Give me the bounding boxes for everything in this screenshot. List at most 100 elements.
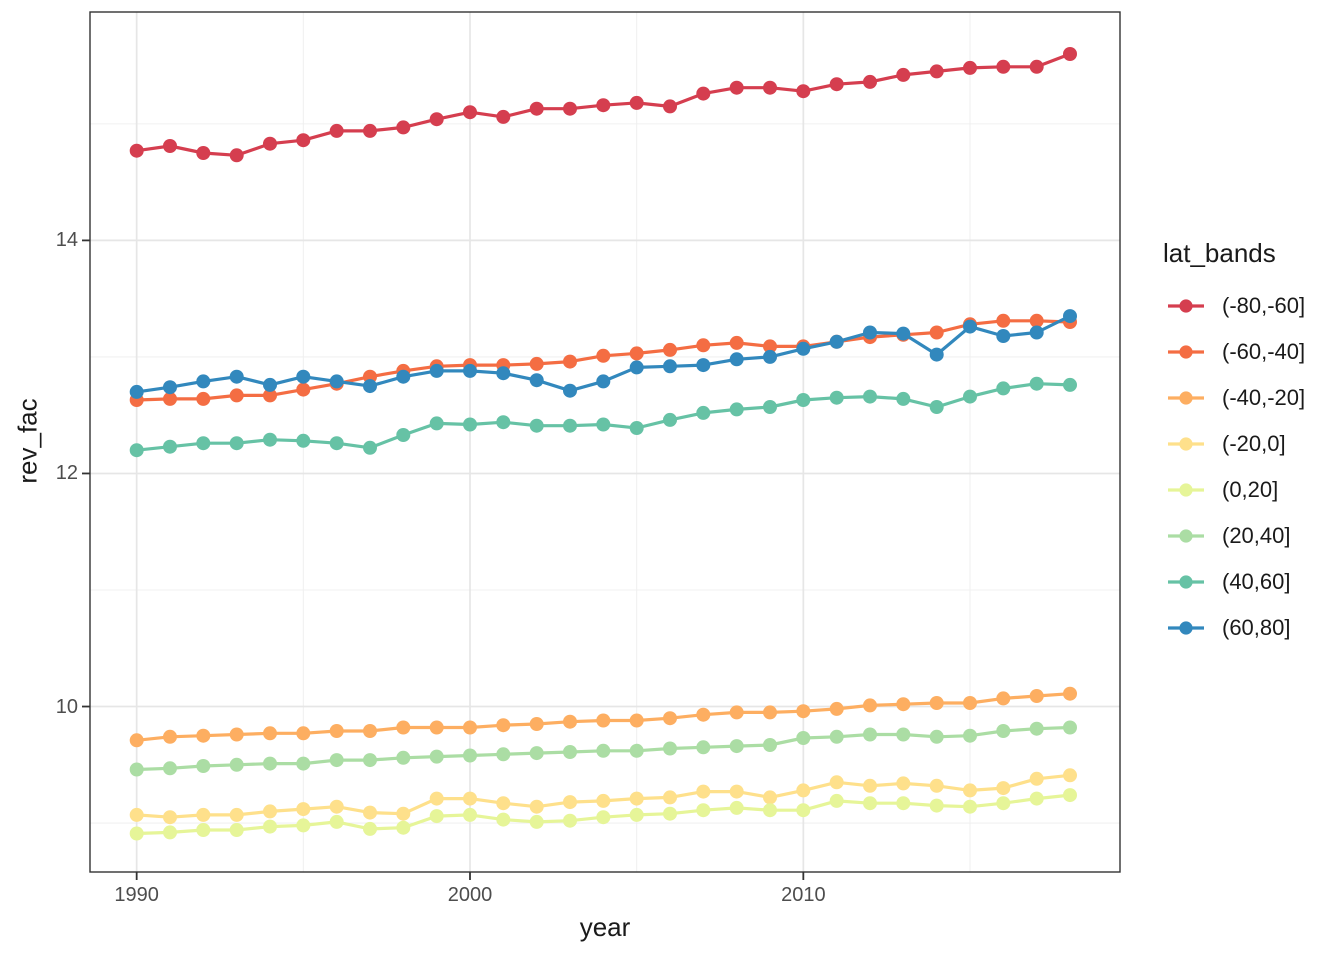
data-point bbox=[263, 756, 277, 771]
x-tick-label: 2010 bbox=[781, 884, 826, 906]
data-point bbox=[663, 741, 677, 756]
data-point bbox=[296, 726, 311, 741]
data-point bbox=[896, 796, 911, 811]
data-point bbox=[896, 727, 911, 742]
data-point bbox=[729, 335, 744, 350]
data-point bbox=[629, 713, 644, 728]
data-point bbox=[1063, 309, 1077, 324]
legend-item-label: (20,40] bbox=[1222, 523, 1291, 548]
data-point bbox=[763, 790, 777, 805]
data-point bbox=[629, 346, 644, 361]
data-point bbox=[529, 717, 544, 731]
data-point bbox=[196, 728, 211, 743]
data-point bbox=[229, 148, 244, 163]
data-point bbox=[629, 360, 644, 375]
data-point bbox=[429, 363, 444, 378]
data-point bbox=[329, 374, 344, 389]
data-point bbox=[229, 757, 244, 772]
legend-item-label: (0,20] bbox=[1222, 477, 1279, 502]
data-point bbox=[529, 101, 544, 116]
data-point bbox=[596, 793, 611, 808]
data-point bbox=[696, 405, 711, 420]
data-point bbox=[829, 334, 844, 349]
data-point bbox=[563, 813, 577, 828]
data-point bbox=[596, 98, 611, 113]
legend-item: (40,60] bbox=[1163, 559, 1305, 605]
data-point bbox=[596, 348, 611, 363]
data-point bbox=[429, 749, 444, 764]
data-point bbox=[196, 759, 211, 773]
data-point bbox=[396, 820, 411, 835]
data-point bbox=[663, 711, 677, 726]
data-point bbox=[696, 358, 711, 373]
data-point bbox=[863, 698, 877, 713]
data-point bbox=[629, 791, 644, 806]
data-point bbox=[529, 418, 544, 433]
legend-key-icon bbox=[1168, 621, 1204, 635]
data-point bbox=[829, 793, 844, 808]
data-point bbox=[663, 412, 677, 427]
data-point bbox=[1029, 376, 1044, 391]
data-point bbox=[896, 697, 911, 712]
data-point bbox=[1029, 325, 1044, 340]
legend-key-icon bbox=[1168, 483, 1204, 497]
legend-key-icon bbox=[1168, 529, 1204, 543]
data-point bbox=[596, 743, 611, 758]
data-point bbox=[663, 99, 677, 114]
data-point bbox=[729, 739, 744, 754]
data-point bbox=[263, 136, 277, 151]
data-point bbox=[263, 726, 277, 741]
data-point bbox=[563, 383, 577, 398]
data-point bbox=[963, 696, 977, 710]
legend-item: (-20,0] bbox=[1163, 421, 1305, 467]
data-point bbox=[229, 436, 244, 451]
data-point bbox=[1029, 59, 1044, 74]
data-point bbox=[963, 783, 977, 798]
data-point bbox=[863, 74, 877, 89]
data-point bbox=[163, 729, 177, 744]
data-point bbox=[1029, 721, 1044, 736]
data-point bbox=[663, 342, 677, 357]
data-point bbox=[796, 393, 811, 407]
legend-item: (0,20] bbox=[1163, 467, 1305, 513]
data-point bbox=[829, 390, 844, 405]
data-point bbox=[729, 784, 744, 799]
data-point bbox=[863, 325, 877, 340]
data-point bbox=[796, 704, 811, 719]
legend-key-icon bbox=[1168, 437, 1204, 451]
legend-key-icon bbox=[1168, 345, 1204, 359]
data-point bbox=[1029, 689, 1044, 703]
data-point bbox=[663, 359, 677, 374]
x-tick-label: 2000 bbox=[447, 884, 493, 906]
data-point bbox=[529, 799, 544, 814]
data-point bbox=[163, 761, 177, 776]
data-point bbox=[996, 796, 1011, 811]
data-point bbox=[796, 783, 811, 798]
data-point bbox=[196, 436, 211, 451]
data-point bbox=[229, 823, 244, 837]
data-point bbox=[996, 781, 1011, 796]
data-point bbox=[296, 756, 311, 771]
data-point bbox=[196, 146, 211, 160]
legend-key-icon bbox=[1168, 575, 1204, 589]
data-point bbox=[1063, 768, 1077, 783]
legend-item-label: (40,60] bbox=[1222, 569, 1291, 594]
data-point bbox=[429, 416, 444, 431]
data-point bbox=[129, 143, 144, 158]
data-point bbox=[263, 819, 277, 834]
data-point bbox=[929, 778, 944, 793]
data-point bbox=[729, 80, 744, 95]
data-point bbox=[763, 349, 777, 364]
data-point bbox=[296, 382, 311, 397]
data-point bbox=[363, 379, 377, 394]
legend-item-label: (-20,0] bbox=[1222, 431, 1286, 456]
y-tick-label: 12 bbox=[55, 462, 78, 485]
data-point bbox=[1029, 771, 1044, 786]
data-point bbox=[229, 807, 244, 822]
data-point bbox=[863, 778, 877, 793]
data-point bbox=[496, 366, 511, 381]
data-point bbox=[263, 388, 277, 403]
data-point bbox=[263, 377, 277, 392]
x-axis-title: year bbox=[579, 912, 631, 942]
